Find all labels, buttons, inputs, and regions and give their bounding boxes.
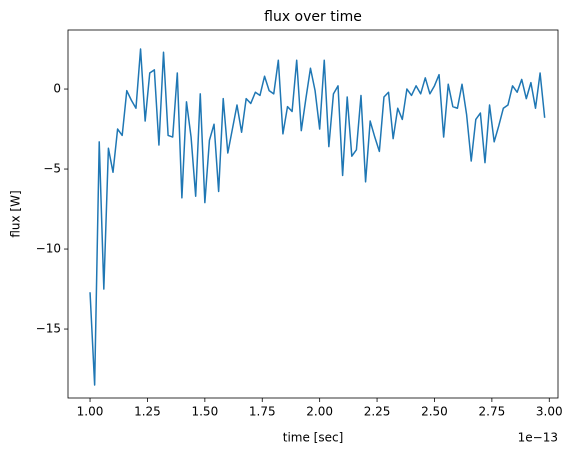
x-tick-label: 1.50 <box>191 405 218 419</box>
data-line <box>89 48 546 386</box>
x-tick-label: 1.75 <box>249 405 276 419</box>
x-tick-label: 2.50 <box>421 405 448 419</box>
axes-frame <box>67 29 559 399</box>
x-tick-label: 3.00 <box>536 405 563 419</box>
x-axis-label: time [sec] <box>283 431 344 445</box>
x-tick-label: 2.25 <box>364 405 391 419</box>
x-offset-label: 1e−13 <box>518 431 558 445</box>
x-tick-label: 2.00 <box>306 405 333 419</box>
y-tick-label: −15 <box>36 322 61 336</box>
x-tick-label: 1.00 <box>77 405 104 419</box>
y-tick-label: 0 <box>53 82 61 96</box>
chart-title: flux over time <box>264 9 362 25</box>
y-tick-label: −5 <box>43 162 61 176</box>
x-tick-label: 1.25 <box>134 405 161 419</box>
y-axis-label: flux [W] <box>9 190 23 237</box>
y-tick-label: −10 <box>36 242 61 256</box>
x-tick-label: 2.75 <box>479 405 506 419</box>
